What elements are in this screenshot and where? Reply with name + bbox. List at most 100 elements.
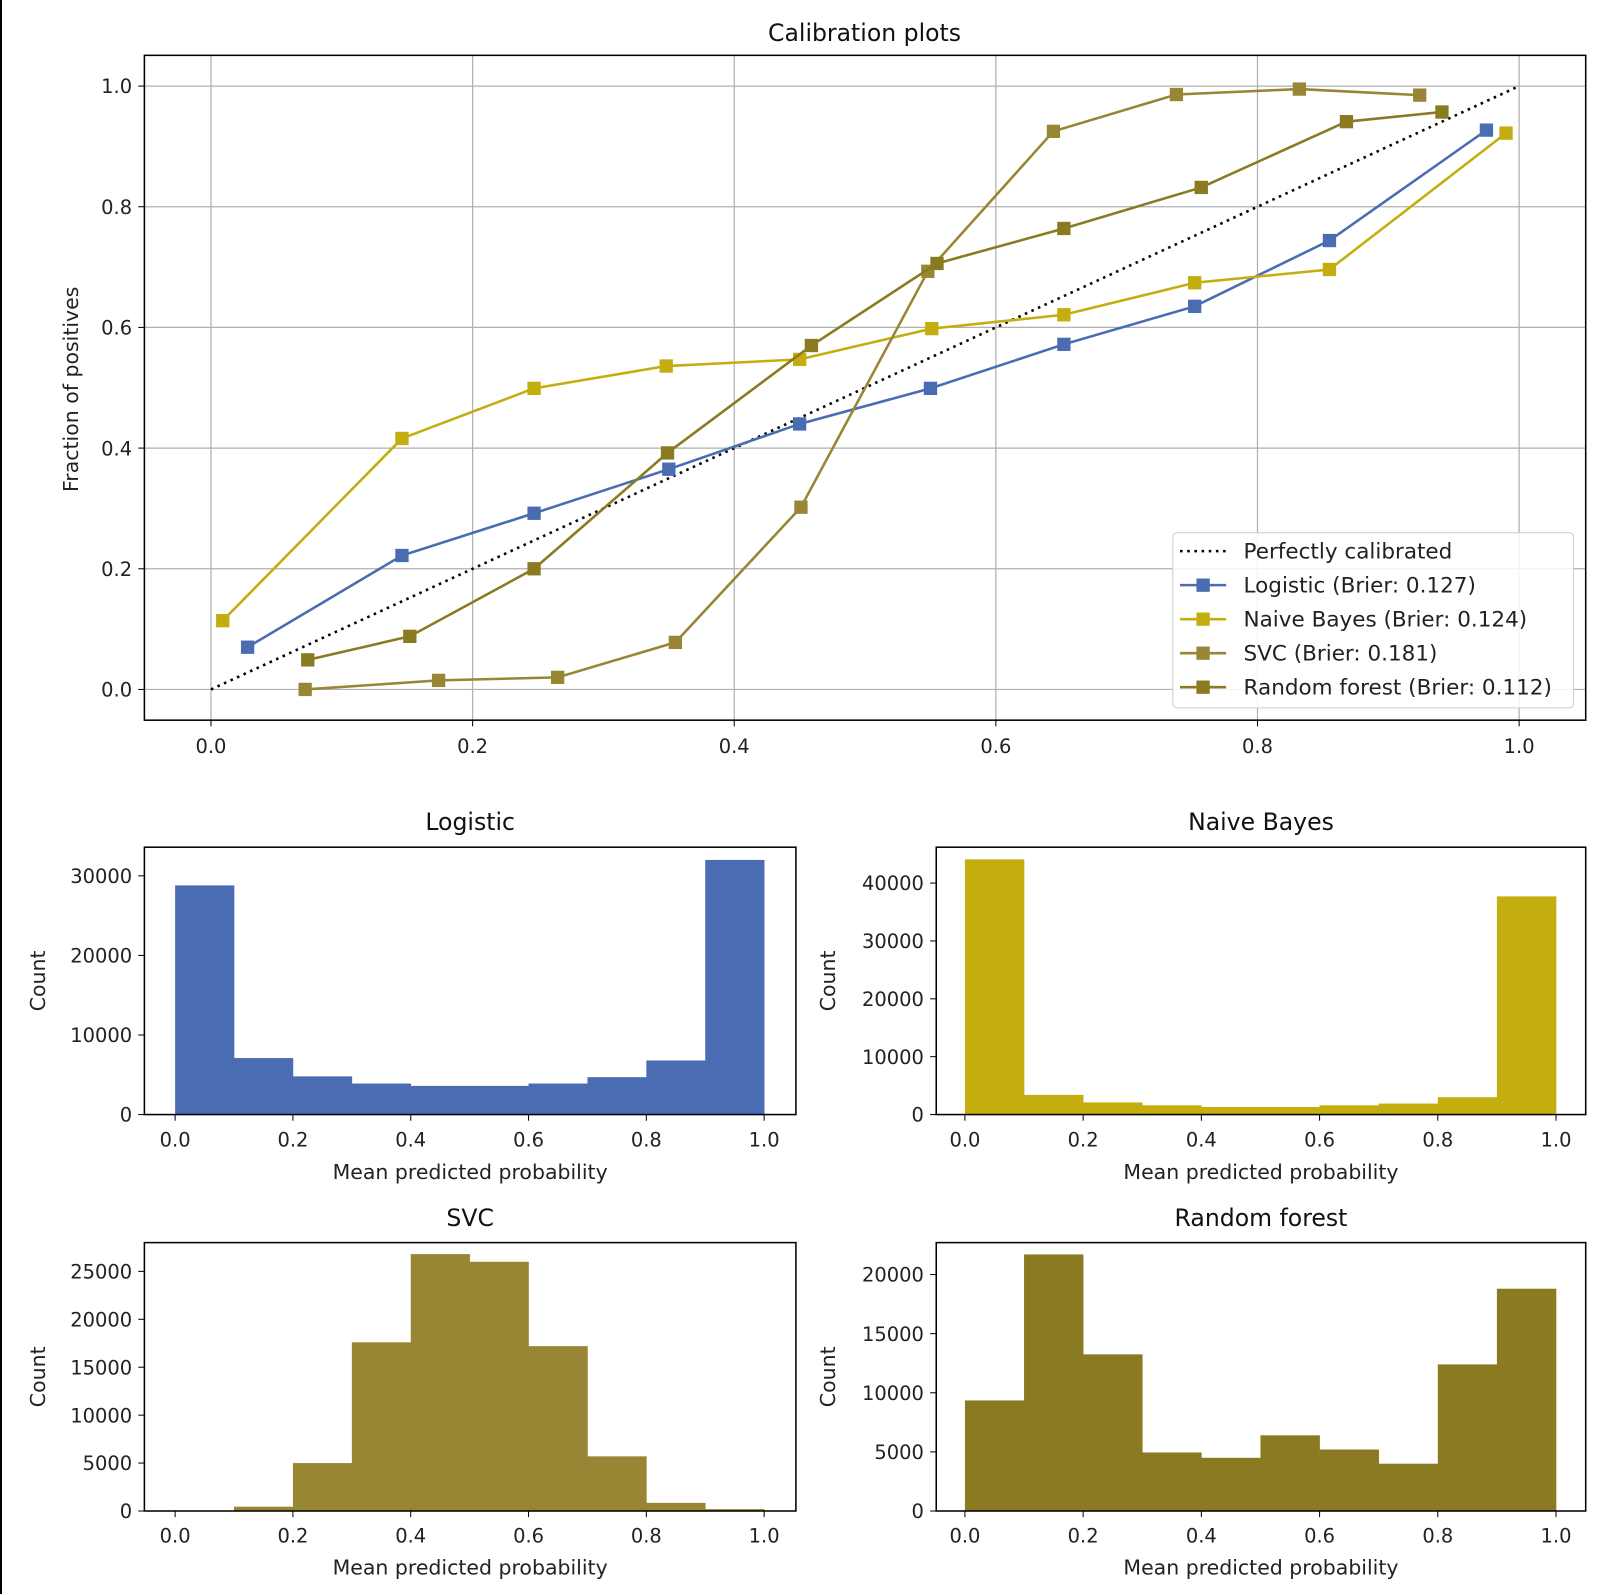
legend-marker-icon — [1196, 578, 1210, 592]
data-point — [216, 613, 230, 628]
x-tick-label: 0.8 — [1422, 1525, 1453, 1548]
data-point — [1046, 124, 1061, 138]
histogram-random-forest: Random forest 0.0 0.2 0.4 0.6 0.8 1.0 0 5000 1000… — [816, 1204, 1587, 1580]
x-tick-label: 0.0 — [160, 1128, 191, 1151]
histogram-bar — [705, 1509, 765, 1511]
data-point — [659, 359, 673, 373]
histogram-bar — [1142, 1452, 1202, 1511]
chart-title: SVC — [446, 1204, 494, 1232]
data-point — [930, 256, 944, 271]
y-tick-label: 15000 — [862, 1323, 924, 1346]
y-tick-label: 25000 — [70, 1261, 132, 1284]
data-point — [431, 673, 446, 688]
x-tick-label: 0.4 — [1186, 1525, 1217, 1548]
y-tick-label: 0 — [912, 1500, 924, 1523]
x-tick-label: 0.2 — [277, 1525, 308, 1548]
data-point — [1057, 221, 1071, 236]
x-tick-label: 0.6 — [980, 735, 1011, 758]
histogram-bar — [587, 1077, 647, 1115]
histogram-bar — [1201, 1107, 1261, 1115]
y-axis-label: Count — [26, 1346, 50, 1407]
legend-marker-icon — [1196, 646, 1210, 660]
data-point — [1339, 115, 1354, 129]
y-tick-label: 0.8 — [101, 196, 132, 219]
histogram-bar — [1260, 1435, 1320, 1511]
x-axis-label: Mean predicted probability — [333, 1160, 608, 1184]
y-tick-label: 20000 — [70, 1308, 132, 1331]
legend-label: Perfectly calibrated — [1244, 539, 1453, 564]
data-point — [1188, 276, 1202, 290]
x-tick-label: 0.0 — [949, 1128, 980, 1151]
x-tick-label: 1.0 — [1504, 735, 1535, 758]
data-point — [1479, 123, 1494, 137]
x-tick-label: 0.2 — [1068, 1128, 1099, 1151]
histogram-bar — [1142, 1105, 1202, 1115]
histogram-bar — [1496, 896, 1557, 1115]
histogram-logistic: Logistic 0.0 0.2 0.4 0.6 0.8 1.0 0 10000 20000 300… — [26, 808, 797, 1184]
data-point — [1057, 308, 1071, 322]
data-point — [395, 431, 409, 446]
x-tick-label: 0.0 — [196, 735, 227, 758]
histogram-bar — [234, 1058, 294, 1115]
legend: Perfectly calibrated Logistic (Brier: 0.1… — [1172, 532, 1574, 709]
y-tick-label: 30000 — [70, 865, 132, 888]
data-point — [1057, 337, 1071, 351]
series-line-2 — [305, 87, 1420, 691]
histogram-bar — [1260, 1107, 1320, 1115]
y-tick-label: 10000 — [862, 1382, 924, 1405]
data-point — [804, 338, 819, 353]
histogram-bar — [351, 1083, 412, 1115]
histogram-bar — [705, 859, 765, 1115]
data-point — [240, 640, 255, 654]
data-point — [923, 381, 938, 396]
histogram-bar — [234, 1506, 294, 1511]
data-point — [925, 321, 939, 336]
y-tick-label: 10000 — [862, 1046, 924, 1069]
legend-label: Logistic (Brier: 0.127) — [1244, 573, 1476, 598]
plot-frame — [935, 846, 1587, 1116]
histogram-bar — [646, 1060, 706, 1115]
histogram-bar — [469, 1085, 529, 1115]
histogram-bar — [646, 1502, 706, 1511]
y-tick-label: 0 — [912, 1104, 924, 1127]
legend-label: SVC (Brier: 0.181) — [1244, 641, 1438, 666]
y-tick-label: 40000 — [862, 872, 924, 895]
histogram-bar — [1378, 1463, 1439, 1511]
plot-frame — [143, 54, 1587, 721]
x-tick-label: 0.4 — [395, 1525, 426, 1548]
histogram-bar — [410, 1085, 470, 1115]
x-tick-label: 0.0 — [949, 1525, 980, 1548]
histogram-bar — [175, 885, 235, 1115]
chart-title: Random forest — [1175, 1204, 1348, 1232]
y-axis-label: Count — [26, 950, 50, 1011]
x-axis-label: Mean predicted probability — [333, 1556, 608, 1580]
x-axis-label: Mean predicted probability — [1123, 1556, 1398, 1580]
histogram-bar — [964, 1400, 1025, 1511]
x-tick-label: 0.4 — [395, 1128, 426, 1151]
histogram-bar — [587, 1456, 647, 1511]
y-tick-label: 5000 — [83, 1452, 133, 1475]
x-tick-label: 0.8 — [1422, 1128, 1453, 1151]
y-tick-label: 15000 — [70, 1356, 132, 1379]
histogram-naive-bayes: Naive Bayes 0.0 0.2 0.4 0.6 0.8 1.0 0 10000 20000… — [816, 808, 1587, 1184]
data-point — [1435, 105, 1449, 119]
data-point — [1194, 180, 1208, 195]
x-tick-label: 1.0 — [1541, 1525, 1572, 1548]
x-tick-label: 1.0 — [749, 1525, 780, 1548]
histogram-bar — [469, 1261, 529, 1511]
x-tick-label: 0.2 — [1068, 1525, 1099, 1548]
calibration-plot: Calibration plots 0.0 0.2 0.4 0.6 0.8 1.0 0.0 0.… — [59, 19, 1587, 758]
y-tick-label: 5000 — [874, 1441, 924, 1464]
series-line-1 — [221, 132, 1507, 622]
x-tick-label: 0.2 — [277, 1128, 308, 1151]
y-axis-label: Count — [816, 1346, 840, 1407]
legend-label: Naive Bayes (Brier: 0.124) — [1244, 607, 1528, 632]
x-tick-label: 0.2 — [457, 735, 488, 758]
chart-title: Naive Bayes — [1188, 808, 1334, 836]
histogram-bar — [528, 1346, 588, 1511]
histogram-bar — [292, 1463, 353, 1511]
y-tick-label: 20000 — [862, 1264, 924, 1287]
data-point — [794, 500, 808, 514]
x-tick-label: 1.0 — [1541, 1128, 1572, 1151]
data-point — [403, 629, 417, 644]
